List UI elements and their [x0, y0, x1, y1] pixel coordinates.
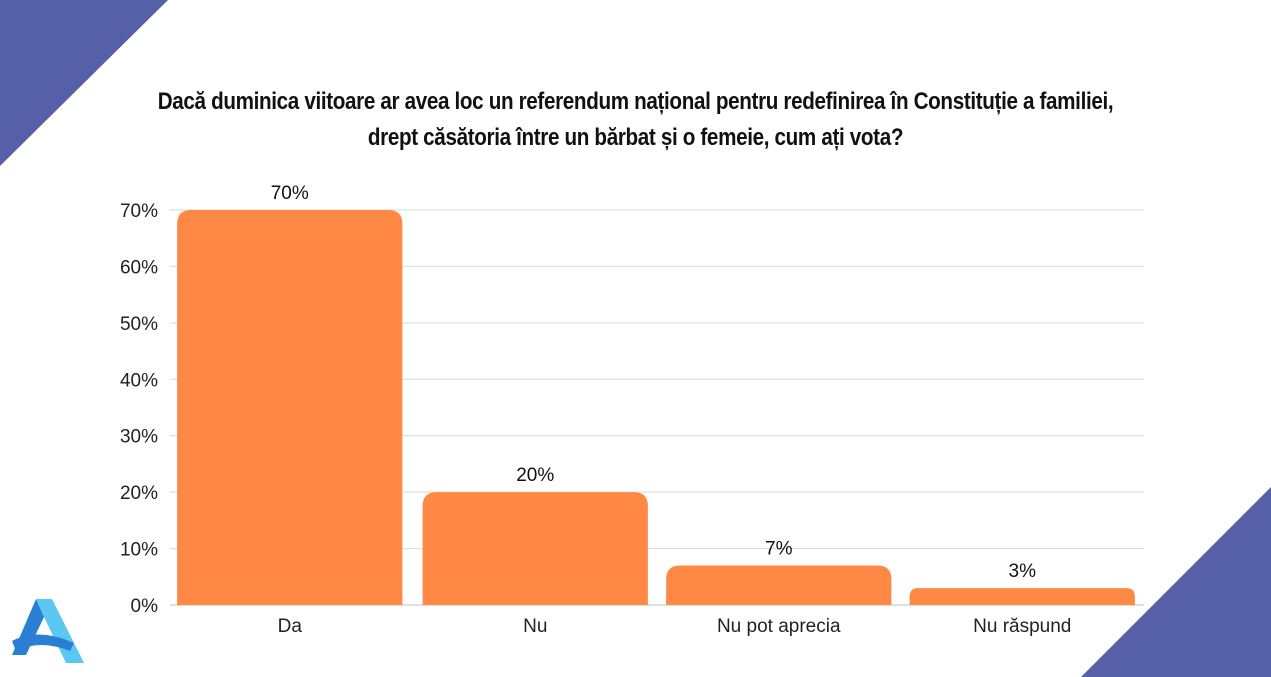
- chart-title-line-1: Dacă duminica viitoare ar avea loc un re…: [157, 88, 1114, 115]
- y-tick-label: 50%: [120, 314, 158, 335]
- data-label: 20%: [516, 465, 554, 486]
- y-tick-label: 40%: [120, 370, 158, 391]
- logo-icon: [12, 599, 84, 663]
- data-label: 3%: [1009, 561, 1037, 582]
- corner-decoration-bottom-right: [1081, 487, 1271, 677]
- y-tick-label: 30%: [120, 427, 158, 448]
- corner-decoration-top-left: [0, 0, 168, 166]
- chart-title-line-2: drept căsătoria între un bărbat și o fem…: [367, 124, 904, 151]
- x-tick-label: Nu pot aprecia: [717, 616, 841, 637]
- chart-title: Dacă duminica viitoare ar avea loc un re…: [141, 84, 1131, 156]
- y-tick-label: 20%: [120, 483, 158, 504]
- bar-3: [666, 565, 892, 605]
- y-tick-label: 10%: [120, 540, 158, 561]
- x-tick-label: Nu: [523, 616, 547, 637]
- y-tick-label: 0%: [131, 596, 159, 617]
- data-label: 70%: [271, 183, 309, 204]
- bar-4: [909, 588, 1135, 605]
- y-tick-label: 60%: [120, 257, 158, 278]
- bar-2: [422, 492, 648, 605]
- x-tick-label: Da: [278, 616, 303, 637]
- x-tick-label: Nu răspund: [973, 616, 1071, 637]
- bar-1: [177, 210, 403, 605]
- data-label: 7%: [765, 539, 793, 560]
- y-tick-label: 70%: [120, 201, 158, 222]
